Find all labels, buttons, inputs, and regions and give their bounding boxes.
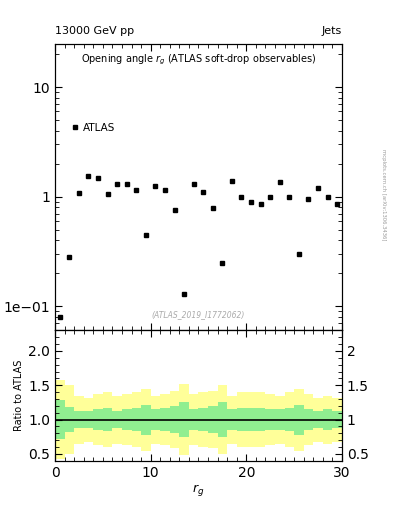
Y-axis label: Ratio to ATLAS: Ratio to ATLAS bbox=[14, 360, 24, 431]
Text: Opening angle $r_g$ (ATLAS soft-drop observables): Opening angle $r_g$ (ATLAS soft-drop obs… bbox=[81, 52, 316, 67]
Legend: ATLAS: ATLAS bbox=[69, 120, 118, 135]
X-axis label: $r_g$: $r_g$ bbox=[192, 482, 205, 499]
Text: 13000 GeV pp: 13000 GeV pp bbox=[55, 26, 134, 36]
Text: mcplots.cern.ch [arXiv:1306.3436]: mcplots.cern.ch [arXiv:1306.3436] bbox=[381, 149, 386, 240]
Text: Jets: Jets bbox=[321, 26, 342, 36]
Text: (ATLAS_2019_I1772062): (ATLAS_2019_I1772062) bbox=[152, 310, 245, 319]
